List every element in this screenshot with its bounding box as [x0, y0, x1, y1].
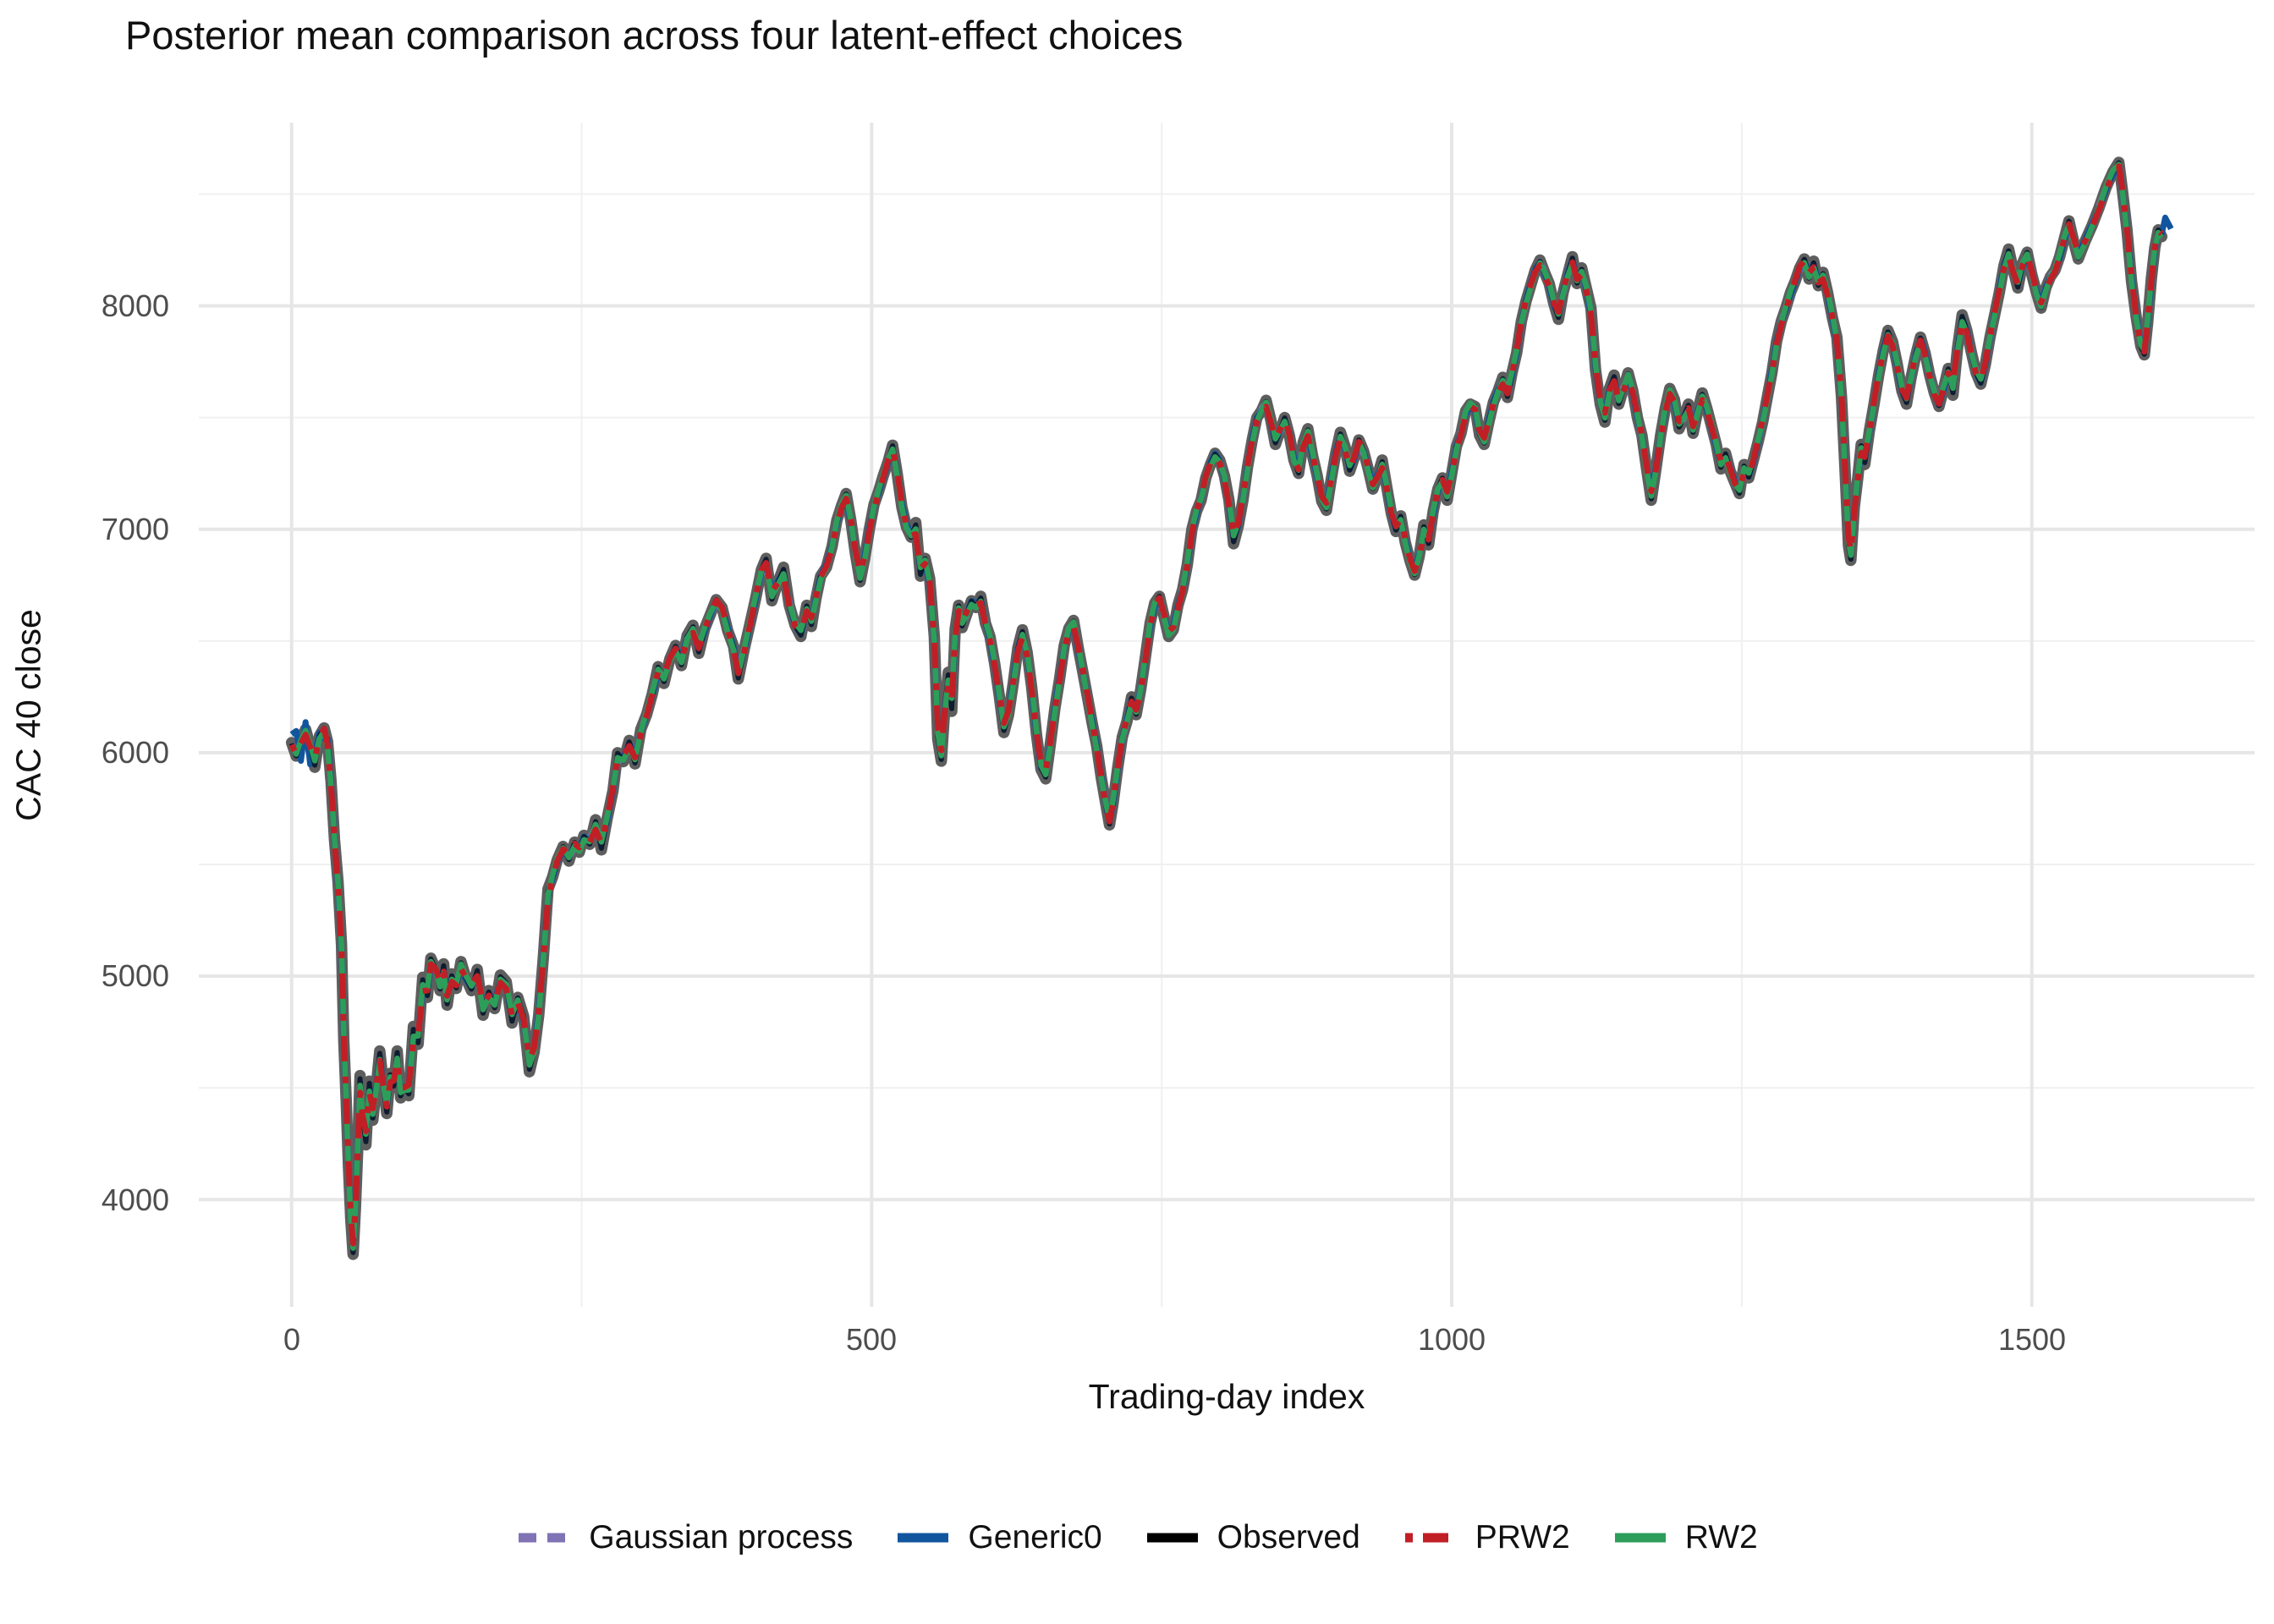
x-tick-label: 1000: [1417, 1322, 1486, 1357]
x-tick-label: 1500: [1997, 1322, 2067, 1357]
y-tick-label: 5000: [101, 958, 169, 993]
legend-label: Observed: [1217, 1519, 1360, 1555]
legend-item-prw2: PRW2: [1403, 1519, 1570, 1556]
x-tick-label: 0: [283, 1322, 301, 1357]
legend-label: PRW2: [1475, 1519, 1570, 1555]
legend-item-observed: Observed: [1145, 1519, 1360, 1556]
y-axis-title: CAC 40 close: [8, 609, 48, 821]
legend-key-rw2-icon: [1614, 1533, 1666, 1543]
legend-item-rw2: RW2: [1612, 1519, 1758, 1556]
legend-label: Generic0: [968, 1519, 1102, 1555]
legend-key-observed-icon: [1146, 1533, 1198, 1543]
legend-key-gaussian-process-icon: [519, 1533, 570, 1543]
legend-key-generic0-icon: [898, 1533, 949, 1543]
y-tick-label: 7000: [101, 512, 169, 546]
x-axis-title: Trading-day index: [1088, 1377, 1365, 1416]
legend-item-gaussian-process: Gaussian process: [516, 1519, 853, 1556]
page-title: Posterior mean comparison across four la…: [125, 13, 1184, 58]
legend: Gaussian process Generic0 Observed PRW2 …: [0, 1519, 2274, 1556]
legend-item-generic0: Generic0: [895, 1519, 1102, 1556]
legend-label: RW2: [1684, 1519, 1758, 1555]
y-tick-label: 6000: [101, 735, 169, 770]
y-tick-label: 8000: [101, 288, 169, 323]
legend-label: Gaussian process: [589, 1519, 854, 1555]
x-tick-label: 500: [845, 1322, 898, 1357]
y-tick-label: 4000: [101, 1182, 169, 1217]
legend-key-prw2-icon: [1404, 1533, 1456, 1543]
